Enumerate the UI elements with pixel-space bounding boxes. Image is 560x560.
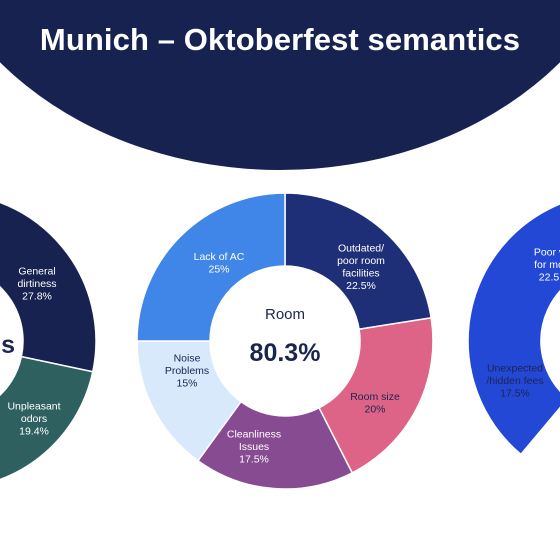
donut-center <box>541 291 560 391</box>
donut-center-value: 80.3% <box>250 339 321 367</box>
slice-label-unpleasant-odors: Unpleasant odors 19.4% <box>7 401 60 438</box>
donut-center <box>210 266 360 416</box>
slice-value: 19.4% <box>19 426 49 438</box>
donut-slice-outdated-poor-room-facilities <box>284 192 433 331</box>
slice-label-outdated-poor-room-facilities: Outdated/poor room facilities 22.5% <box>337 242 385 292</box>
donut-center-value-partial: s <box>1 331 15 359</box>
slice-value: 27.8% <box>22 291 52 303</box>
slice-value: 15% <box>176 378 197 390</box>
donut-slice-general-dirtiness <box>0 201 97 373</box>
donut-chart-right: Poor vfor mo22.5 Unexpected/hidden fees17… <box>467 203 560 456</box>
donut-chart-room: Outdated/poor room facilities 22.5% Room si… <box>136 192 434 490</box>
donut-chart-left: General dirtiness 27.8% Unpleasant odors 19.4… <box>0 201 97 481</box>
slice-value: 20% <box>364 403 385 415</box>
slice-value: 22.5% <box>346 280 376 292</box>
slice-label-cleanliness-issues: Cleanliness Issues 17.5% <box>227 429 281 466</box>
slice-label-noise-problems: Noise Problems 15% <box>165 353 209 390</box>
donut-center-title: Room <box>265 306 305 323</box>
slice-label-general-dirtiness: General dirtiness 27.8% <box>17 266 56 303</box>
donut-center <box>0 286 23 396</box>
slice-label-unexpected-hidden-fees: Unexpected/hidden fees 17.5% <box>486 363 543 400</box>
slice-label-room-size: Room size 20% <box>350 391 400 416</box>
slide-title: Munich – Oktoberfest semantics <box>39 22 521 57</box>
slice-value: 22.5 <box>539 272 560 284</box>
slice-value: 17.5% <box>500 388 530 400</box>
slice-label-lack-of-ac: Lack of AC 25% <box>194 251 245 276</box>
slice-value: 25% <box>208 263 229 275</box>
slice-value: 17.5% <box>239 454 269 466</box>
slice-label-poor-v-for-mo: Poor vfor mo22.5 <box>534 247 560 284</box>
